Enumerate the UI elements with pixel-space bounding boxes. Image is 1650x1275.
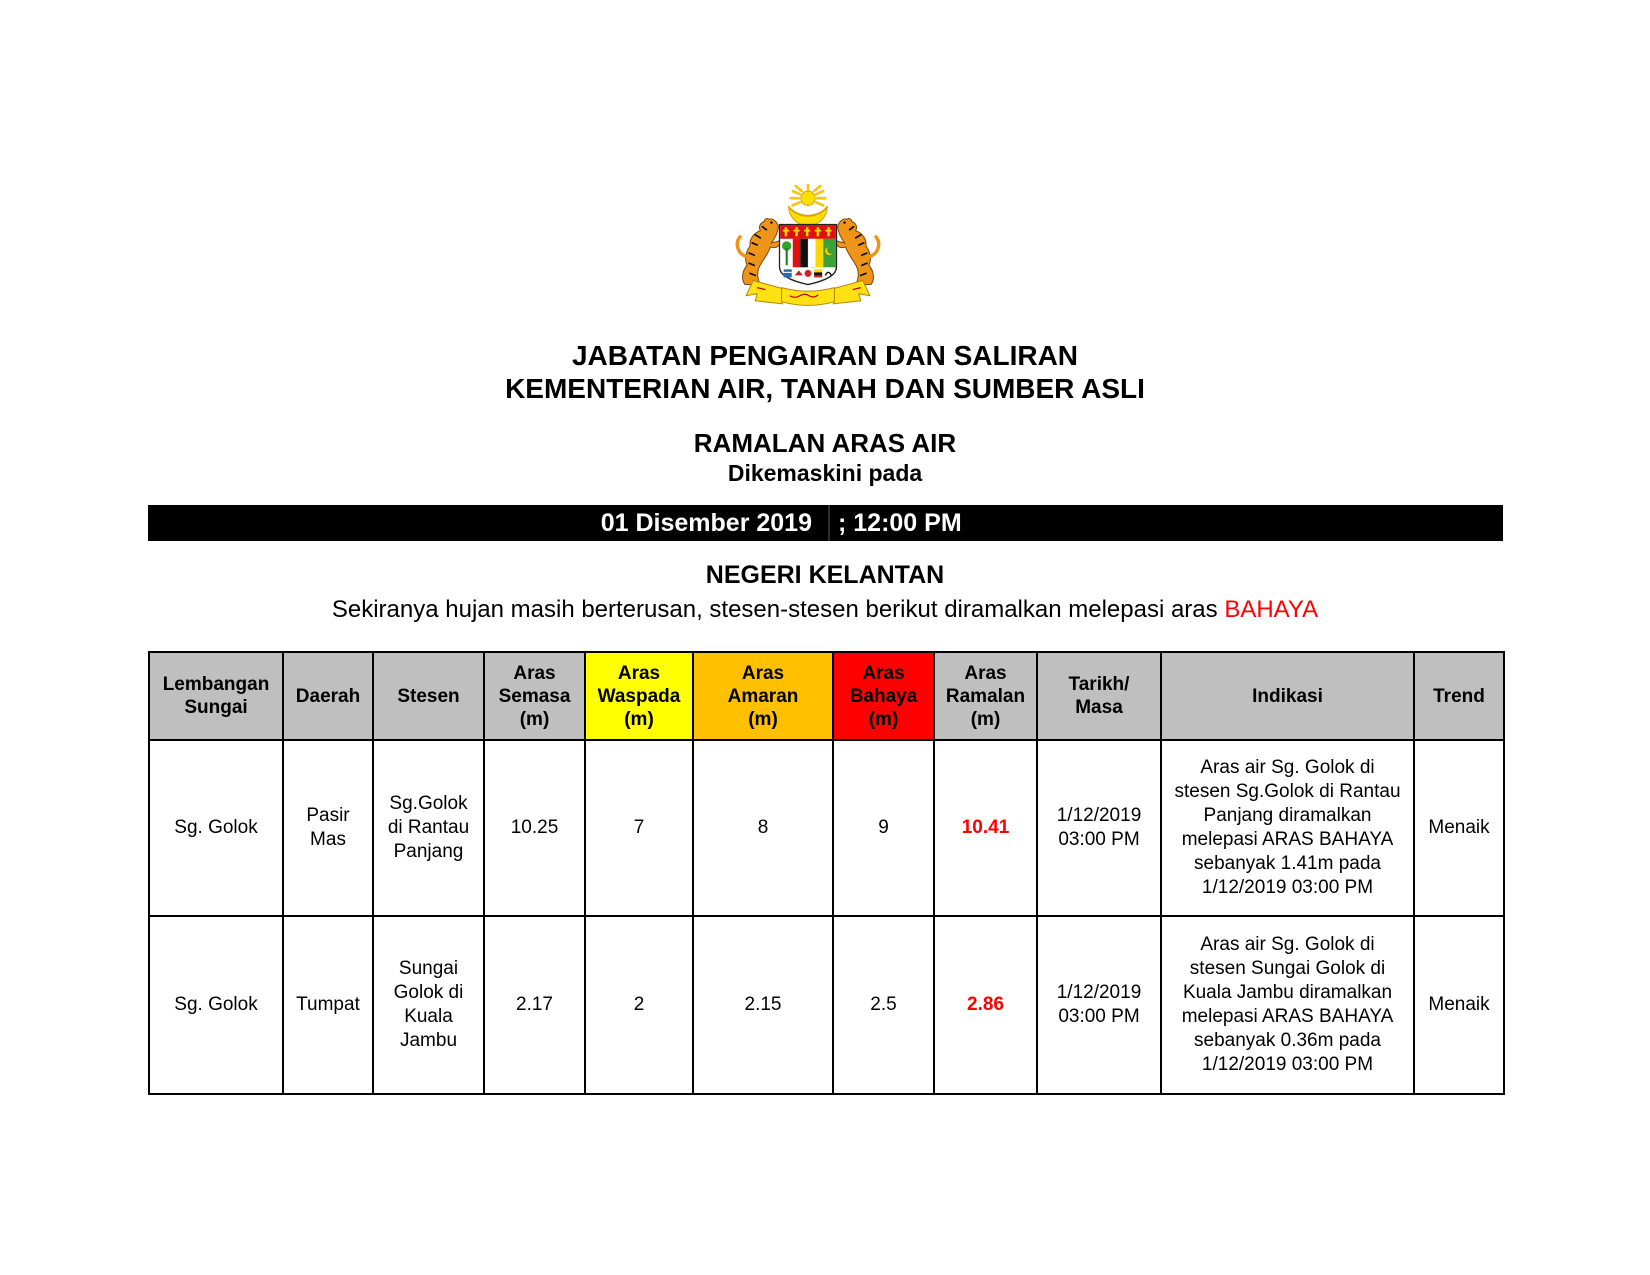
cell-aras-ramalan: 10.41 — [933, 739, 1038, 917]
cell-aras-semasa: 2.17 — [483, 915, 586, 1095]
crescent-icon — [788, 204, 828, 227]
cell-indikasi: Aras air Sg. Golok di stesen Sg.Golok di… — [1160, 739, 1415, 917]
water-level-forecast-table: Lembangan Sungai Daerah Stesen Aras Sema… — [148, 651, 1505, 1095]
col-header-aras-bahaya: Aras Bahaya (m) — [832, 651, 935, 741]
cell-aras-waspada: 7 — [584, 739, 694, 917]
warning-highlight: BAHAYA — [1224, 596, 1319, 623]
cell-aras-amaran: 8 — [692, 739, 834, 917]
cell-aras-bahaya: 9 — [832, 739, 935, 917]
cell-stesen: Sungai Golok di Kuala Jambu — [372, 915, 485, 1095]
cell-lembangan: Sg. Golok — [148, 739, 284, 917]
malaysia-coat-of-arms-icon — [726, 182, 890, 314]
report-title: RAMALAN ARAS AIR — [693, 428, 957, 458]
org-name-line1: JABATAN PENGAIRAN DAN SALIRAN — [571, 340, 1079, 371]
cell-indikasi: Aras air Sg. Golok di stesen Sungai Golo… — [1160, 915, 1415, 1095]
banner-date: 01 Disember 2019 — [600, 509, 812, 537]
cell-aras-amaran: 2.15 — [692, 915, 834, 1095]
cell-tarikh-masa: 1/12/2019 03:00 PM — [1036, 915, 1162, 1095]
tiger-icon — [735, 218, 781, 286]
col-header-aras-ramalan: Aras Ramalan (m) — [933, 651, 1038, 741]
cell-aras-bahaya: 2.5 — [832, 915, 935, 1095]
col-header-lembangan-sungai: Lembangan Sungai — [148, 651, 284, 741]
org-name-line2: KEMENTERIAN AIR, TANAH DAN SUMBER ASLI — [505, 373, 1145, 404]
cell-tarikh-masa: 1/12/2019 03:00 PM — [1036, 739, 1162, 917]
cell-trend: Menaik — [1413, 739, 1505, 917]
keris-icons — [782, 227, 832, 237]
datetime-banner: 01 Disember 2019 ; 12:00 PM — [148, 505, 1503, 541]
motto-ribbon — [745, 279, 871, 306]
cell-aras-waspada: 2 — [584, 915, 694, 1095]
col-header-aras-amaran: Aras Amaran (m) — [692, 651, 834, 741]
star-icon — [789, 183, 827, 207]
col-header-daerah: Daerah — [282, 651, 374, 741]
cell-stesen: Sg.Golok di Rantau Panjang — [372, 739, 485, 917]
state-emblem-icons — [783, 269, 832, 278]
warning-text: Sekiranya hujan masih berterusan, stesen… — [331, 596, 1225, 623]
col-header-stesen: Stesen — [372, 651, 485, 741]
table-header-row: Lembangan Sungai Daerah Stesen Aras Sema… — [148, 651, 1505, 741]
updated-label: Dikemaskini pada — [727, 460, 923, 486]
banner-time: ; 12:00 PM — [838, 509, 962, 537]
col-header-tarikh-masa: Tarikh/ Masa — [1036, 651, 1162, 741]
col-header-aras-semasa: Aras Semasa (m) — [483, 651, 586, 741]
cell-trend: Menaik — [1413, 915, 1505, 1095]
table-row-rantau-panjang: Sg. Golok Pasir Mas Sg.Golok di Rantau P… — [148, 739, 1505, 917]
table-row-kuala-jambu: Sg. Golok Tumpat Sungai Golok di Kuala J… — [148, 915, 1505, 1095]
cell-daerah: Tumpat — [282, 915, 374, 1095]
cell-daerah: Pasir Mas — [282, 739, 374, 917]
cell-aras-ramalan: 2.86 — [933, 915, 1038, 1095]
col-header-indikasi: Indikasi — [1160, 651, 1415, 741]
banner-divider — [828, 505, 830, 541]
warning-sentence: Sekiranya hujan masih berterusan, stesen… — [0, 596, 1650, 624]
cell-aras-semasa: 10.25 — [483, 739, 586, 917]
col-header-aras-waspada: Aras Waspada (m) — [584, 651, 694, 741]
cell-lembangan: Sg. Golok — [148, 915, 284, 1095]
col-header-trend: Trend — [1413, 651, 1505, 741]
state-title: NEGERI KELANTAN — [705, 561, 945, 589]
